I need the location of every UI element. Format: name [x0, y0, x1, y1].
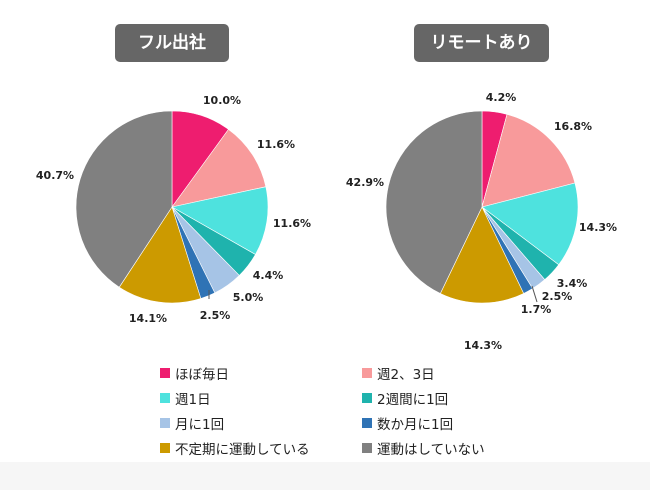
data-label: 11.6% [273, 217, 311, 230]
pie-slice [118, 206, 202, 304]
legend-swatch [160, 367, 170, 378]
data-label: 42.9% [346, 176, 384, 189]
pie-slice [439, 206, 525, 304]
pie-slice [171, 186, 269, 255]
legend-item: 2週間に1回 [362, 389, 560, 408]
pie-slice [481, 113, 576, 208]
legend-label: 2週間に1回 [377, 391, 449, 408]
legend-label: ほぼ毎日 [175, 366, 229, 383]
legend-swatch [362, 367, 372, 378]
data-label: 14.3% [579, 221, 617, 234]
leader-line [531, 285, 538, 303]
legend-item: 月に1回 [160, 414, 362, 433]
data-label: 4.2% [486, 91, 517, 104]
legend-label: 月に1回 [175, 416, 225, 433]
data-label: 4.4% [253, 269, 284, 282]
data-label: 2.5% [200, 309, 231, 322]
legend-item: 週1日 [160, 389, 362, 408]
legend-label: 運動はしていない [377, 441, 485, 458]
legend-swatch [160, 442, 170, 453]
pie-slice [481, 182, 579, 266]
legend-swatch [160, 392, 170, 403]
legend-item: 不定期に運動している [160, 439, 362, 458]
legend-item: 数か月に1回 [362, 414, 560, 433]
legend-label: 週1日 [175, 391, 211, 408]
pie-slice [171, 128, 267, 208]
legend-item: 週2、3日 [362, 364, 560, 383]
legend-swatch [160, 417, 170, 428]
data-label: 1.7% [521, 303, 552, 316]
pie-charts: 10.0%11.6%11.6%4.4%5.0%2.5%14.1%40.7%4.2… [36, 91, 617, 352]
legend-label: 数か月に1回 [377, 416, 454, 433]
data-label: 14.3% [464, 339, 502, 352]
legend-swatch [362, 392, 372, 403]
chart-title-full-office: フル出社 [115, 24, 229, 62]
data-label: 16.8% [554, 120, 592, 133]
data-label: 5.0% [233, 291, 264, 304]
legend-swatch [362, 442, 372, 453]
legend: ほぼ毎日 週2、3日 週1日 2週間に1回 月に1回 数か月に1回 不定期に運動… [160, 364, 560, 458]
data-label: 14.1% [129, 312, 167, 325]
data-label: 3.4% [557, 277, 588, 290]
legend-item: ほぼ毎日 [160, 364, 362, 383]
bottom-band [0, 462, 650, 490]
data-label: 10.0% [203, 94, 241, 107]
legend-label: 不定期に運動している [175, 441, 310, 458]
data-label: 40.7% [36, 169, 74, 182]
legend-swatch [362, 417, 372, 428]
legend-label: 週2、3日 [377, 366, 435, 383]
data-label: 2.5% [542, 290, 573, 303]
chart-title-remote: リモートあり [414, 24, 549, 62]
pie-slice [385, 110, 483, 294]
pie-slice [75, 110, 173, 288]
data-label: 11.6% [257, 138, 295, 151]
legend-item: 運動はしていない [362, 439, 560, 458]
